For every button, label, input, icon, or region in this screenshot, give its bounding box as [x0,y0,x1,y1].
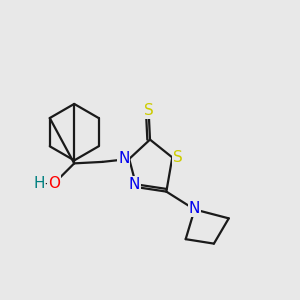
Text: O: O [48,176,60,191]
Text: N: N [118,151,130,166]
Text: -: - [44,176,50,191]
Text: S: S [173,150,183,165]
Text: S: S [144,103,153,118]
Text: H: H [33,176,45,191]
Text: N: N [129,177,140,192]
Text: N: N [189,201,200,216]
